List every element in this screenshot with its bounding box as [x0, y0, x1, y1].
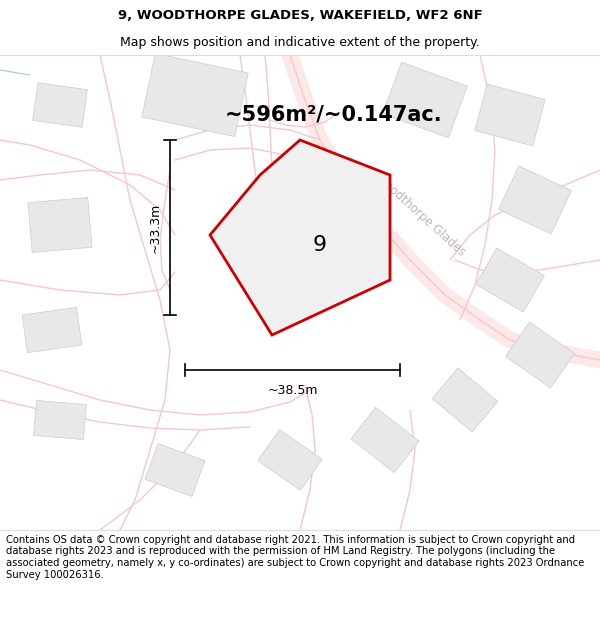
- Text: ~38.5m: ~38.5m: [267, 384, 318, 397]
- Text: ~596m²/~0.147ac.: ~596m²/~0.147ac.: [225, 105, 443, 125]
- Bar: [257, 188, 363, 292]
- Bar: [22, 308, 82, 352]
- Bar: [476, 248, 544, 312]
- Bar: [142, 53, 248, 137]
- Text: Contains OS data © Crown copyright and database right 2021. This information is : Contains OS data © Crown copyright and d…: [6, 535, 584, 579]
- Bar: [34, 401, 86, 439]
- Bar: [32, 82, 88, 127]
- Text: 9, WOODTHORPE GLADES, WAKEFIELD, WF2 6NF: 9, WOODTHORPE GLADES, WAKEFIELD, WF2 6NF: [118, 9, 482, 22]
- Bar: [258, 429, 322, 491]
- Bar: [145, 444, 205, 496]
- Bar: [383, 62, 467, 138]
- Bar: [432, 368, 498, 432]
- Bar: [505, 322, 575, 388]
- Text: 9: 9: [313, 235, 327, 255]
- Bar: [351, 408, 419, 472]
- Polygon shape: [210, 140, 390, 335]
- Bar: [28, 198, 92, 252]
- Text: Map shows position and indicative extent of the property.: Map shows position and indicative extent…: [120, 36, 480, 49]
- Text: Woodthorpe Glades: Woodthorpe Glades: [373, 171, 467, 259]
- Bar: [499, 166, 571, 234]
- Bar: [475, 84, 545, 146]
- Text: ~33.3m: ~33.3m: [149, 202, 162, 252]
